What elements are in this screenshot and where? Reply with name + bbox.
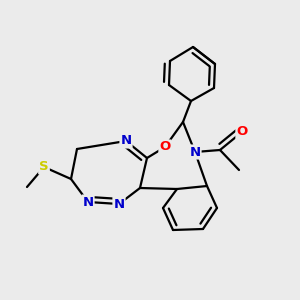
Text: S: S	[39, 160, 49, 173]
Text: N: N	[113, 197, 124, 211]
Text: N: N	[120, 134, 132, 148]
Text: N: N	[189, 146, 201, 158]
Text: O: O	[236, 125, 247, 139]
Text: O: O	[159, 140, 171, 154]
Text: N: N	[82, 196, 94, 208]
